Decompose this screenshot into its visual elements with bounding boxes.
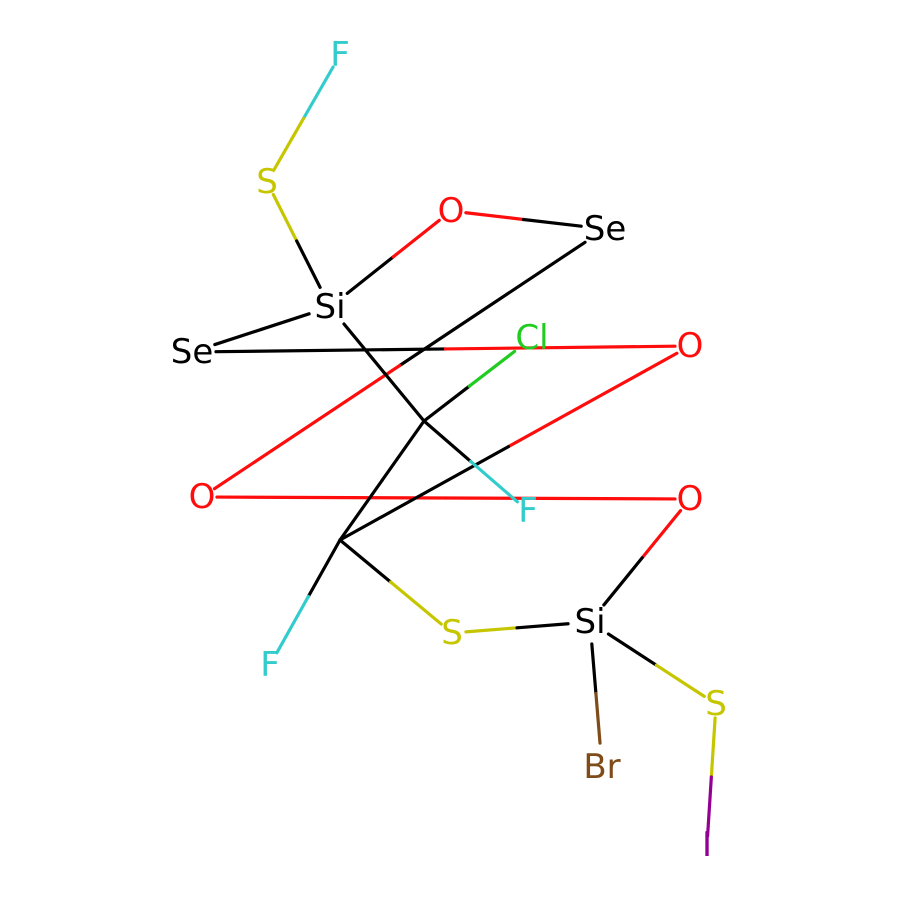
bond-C2-F3-a	[306, 538, 342, 598]
bond-Si1-O1-a	[345, 255, 395, 295]
bond-S2-Si2-b	[515, 622, 570, 630]
atom-label-si1: Si	[314, 287, 345, 327]
bond-Si2-Br1-b	[594, 691, 602, 745]
bond-C1-Cl1-b	[467, 349, 517, 388]
atom-label-s1: S	[256, 162, 278, 202]
bond-O2-C2-b	[338, 445, 511, 542]
bond-O1-Se1-a	[464, 211, 526, 222]
bond-C1-Cl1-a	[422, 384, 471, 423]
bond-Se1-O3-b	[212, 363, 402, 491]
bond-layer	[212, 65, 717, 838]
bond-Si2-S3-a	[606, 632, 658, 667]
bond-C1-C2-b	[338, 478, 384, 542]
bond-O2-C2-a	[506, 351, 679, 449]
bond-O4-Si2-b	[602, 556, 644, 607]
bond-Se1-O3-a	[398, 240, 587, 368]
bond-S1-Si1-a	[271, 192, 299, 243]
bond-C1-F2-b	[469, 459, 520, 504]
bond-S1-Si1-b	[295, 239, 322, 289]
atom-label-s3: S	[705, 684, 727, 724]
bond-C2-S2-b	[389, 580, 443, 626]
atom-label-i1: I	[702, 825, 712, 865]
bond-C1-F2-a	[422, 419, 473, 464]
bond-Si2-S3-b	[654, 663, 706, 698]
atom-label-o4: O	[677, 479, 704, 519]
bond-Si1-Se2-a	[260, 312, 311, 331]
bond-C1-C2-a	[380, 419, 426, 483]
atom-label-f2: F	[518, 491, 538, 531]
atom-label-f3: F	[260, 645, 280, 685]
bond-S3-I1-a	[709, 716, 717, 779]
bond-Se2-O2-b	[443, 344, 677, 351]
bond-F1-S1-a	[301, 65, 335, 121]
bond-S3-I1-b	[705, 775, 713, 838]
bond-C2-S2-a	[338, 538, 393, 584]
bond-O3-O4-a	[215, 495, 448, 500]
atom-label-o1: O	[438, 191, 465, 231]
bond-Si1-C1-a	[342, 322, 386, 375]
atom-label-o2: O	[677, 326, 704, 366]
bond-Si1-O1-b	[391, 218, 441, 259]
bond-O3-O4-b	[444, 496, 677, 501]
atom-label-si2: Si	[574, 602, 605, 642]
bond-Si1-C1-b	[382, 370, 426, 423]
atom-label-se1: Se	[584, 209, 627, 249]
bond-Se2-O2-a	[214, 347, 448, 354]
bond-O1-Se1-b	[521, 217, 583, 228]
atom-label-s2: S	[441, 613, 463, 653]
bond-Si2-Br1-a	[590, 642, 598, 696]
bond-S2-Si2-a	[464, 626, 519, 634]
atom-label-o3: O	[189, 477, 216, 517]
bond-O4-Si2-a	[640, 509, 683, 560]
bond-F1-S1-b	[272, 116, 306, 172]
bond-Si1-Se2-b	[213, 327, 264, 347]
atom-label-f1: F	[330, 35, 350, 75]
atom-label-cl1: Cl	[515, 318, 548, 358]
bond-C2-F3-b	[275, 594, 311, 655]
atom-label-se2: Se	[171, 332, 214, 372]
atom-label-br1: Br	[583, 747, 620, 787]
atom-label-layer: F S O Se Si Cl Se O F O O S Si F S Br I	[171, 35, 727, 865]
